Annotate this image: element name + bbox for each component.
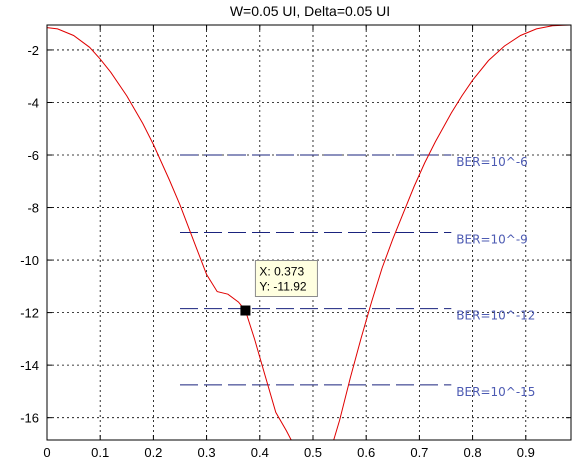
grid <box>47 25 571 440</box>
plot-frame <box>46 24 572 441</box>
x-tick-label: 0.5 <box>304 445 322 460</box>
x-tick-label: 0.8 <box>464 445 482 460</box>
y-tick-label: -14 <box>20 358 39 373</box>
x-tick-label: 0.9 <box>517 445 535 460</box>
y-tick-label: -10 <box>20 253 39 268</box>
y-tick-label: -8 <box>27 201 39 216</box>
series-layer <box>46 24 572 441</box>
x-tick-label: 0.7 <box>410 445 428 460</box>
datatip-x-text: X: 0.373 <box>259 265 304 279</box>
y-tick-label: -2 <box>27 43 39 58</box>
ber-reference-label: BER=10^-12 <box>456 309 535 323</box>
x-tick-label: 0.2 <box>144 445 162 460</box>
x-tick-label: 0 <box>43 445 50 460</box>
chart-title: W=0.05 UI, Delta=0.05 UI <box>230 3 390 19</box>
x-tick-label: 0.6 <box>357 445 375 460</box>
eye-curve-line <box>333 24 572 441</box>
y-tick-label: -4 <box>27 95 39 110</box>
x-tick-label: 0.1 <box>91 445 109 460</box>
datatip-y-text: Y: -11.92 <box>259 280 306 294</box>
datatip-box <box>254 260 318 298</box>
y-tick-label: -6 <box>27 148 39 163</box>
x-tick-label: 0.3 <box>198 445 216 460</box>
axis-ticks: 0 0.1 0.2 0.3 0.4 0.5 0.6 0.7 0.8 0.9 -2 -4 -6 -8 -10 -… <box>20 25 571 460</box>
datatip-marker <box>240 305 251 316</box>
ber-reference-lines: BER=10^-6 BER=10^-9 BER=10^-12 BER=10^-15 <box>179 154 535 399</box>
eye-curve-line <box>46 27 292 441</box>
ber-reference-label: BER=10^-9 <box>456 233 528 247</box>
x-tick-label: 0.4 <box>251 445 269 460</box>
ber-reference-label: BER=10^-15 <box>456 385 535 399</box>
y-tick-label: -16 <box>20 411 39 426</box>
y-tick-label: -12 <box>20 306 39 321</box>
ber-reference-label: BER=10^-6 <box>456 155 528 169</box>
